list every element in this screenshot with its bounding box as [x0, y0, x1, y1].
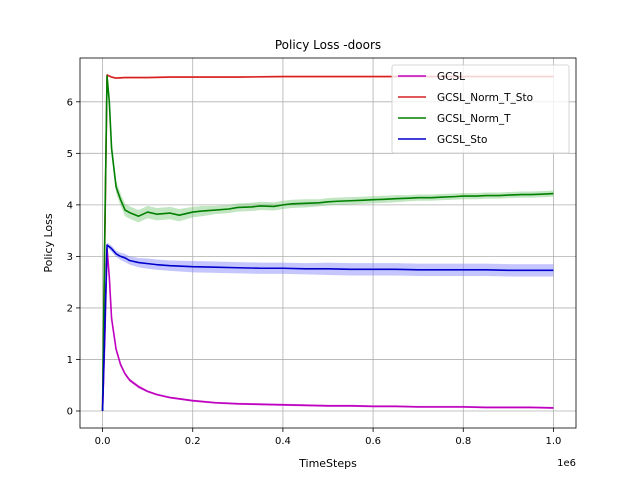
confidence-bands — [102, 70, 554, 411]
y-tick-label-2: 2 — [67, 303, 73, 314]
axis-ticks: 0.0 0.2 0.4 0.6 0.8 1.0 0 1 2 3 4 5 6 — [67, 97, 562, 447]
series-line-gcsl-norm-t — [101, 75, 554, 411]
y-tick-label-5: 5 — [67, 149, 73, 160]
y-tick-label-4: 4 — [67, 200, 73, 211]
x-tick-label-3: 0.6 — [365, 436, 381, 447]
y-tick-label-1: 1 — [67, 355, 73, 366]
x-tick-label-2: 0.4 — [275, 436, 291, 447]
x-tick-label-1: 0.2 — [185, 436, 201, 447]
legend-label-gcsl: GCSL — [437, 71, 465, 83]
legend-label-gcsl-sto: GCSL_Sto — [437, 134, 487, 146]
y-tick-label-3: 3 — [67, 252, 73, 263]
chart-title: Policy Loss -doors — [275, 38, 381, 52]
series-line-gcsl — [101, 247, 554, 412]
band-gcsl-sto — [102, 242, 554, 411]
plot-frame — [79, 57, 577, 429]
x-tick-label-0: 0.0 — [95, 436, 111, 447]
x-tick-label-5: 1.0 — [546, 436, 562, 447]
grid — [80, 58, 576, 428]
legend-label-gcsl-norm-t-sto: GCSL_Norm_T_Sto — [437, 92, 533, 104]
y-tick-label-6: 6 — [67, 97, 73, 108]
x-tick-label-4: 0.8 — [455, 436, 471, 447]
x-axis-offset-label: 1e6 — [557, 458, 576, 469]
legend: GCSL GCSL_Norm_T_Sto GCSL_Norm_T GCSL_Sto — [391, 64, 570, 154]
legend-label-gcsl-norm-t: GCSL_Norm_T — [437, 113, 511, 125]
series-line-gcsl-sto — [101, 244, 554, 412]
x-axis-label: TimeSteps — [298, 457, 357, 470]
y-tick-label-0: 0 — [67, 406, 73, 417]
y-axis-label: Policy Loss — [42, 213, 55, 273]
legend-box — [391, 64, 570, 154]
